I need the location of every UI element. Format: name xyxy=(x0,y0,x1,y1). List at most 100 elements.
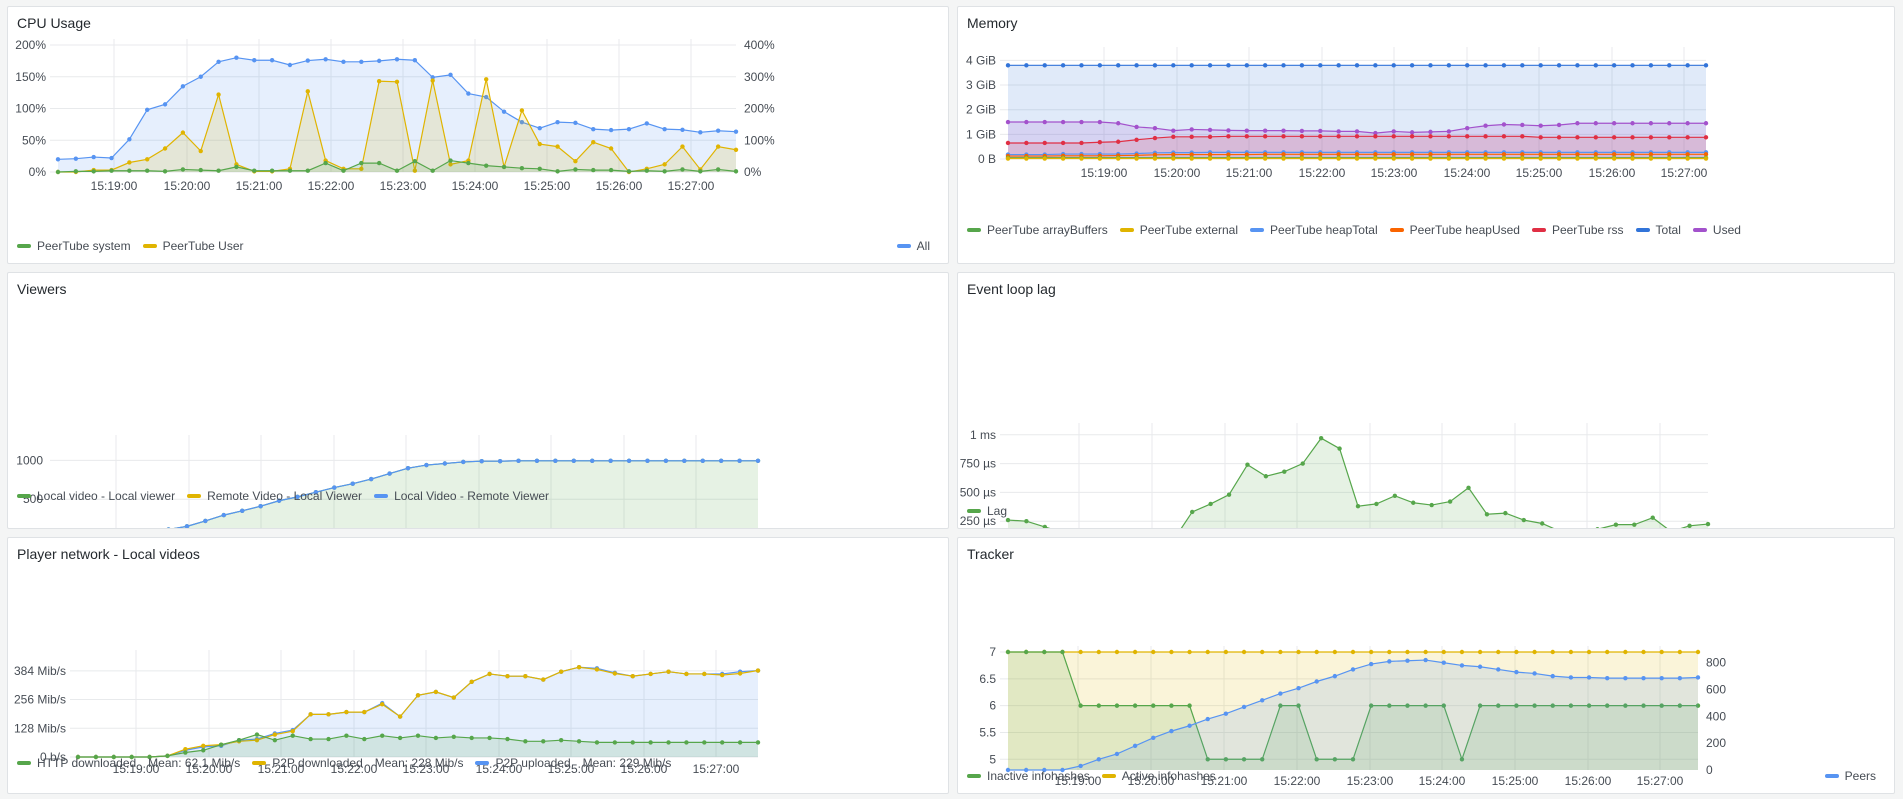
series-point-p2p-downloaded xyxy=(523,674,528,679)
series-point-total xyxy=(1024,63,1029,68)
series-point-peers xyxy=(1078,763,1083,769)
series-point-p2p-downloaded xyxy=(415,693,421,698)
series-point-used xyxy=(1152,125,1158,131)
series-point-http-downloaded xyxy=(576,739,582,744)
legend-item-peers[interactable]: Peers xyxy=(1824,769,1876,783)
series-point-p2p-downloaded xyxy=(720,672,725,678)
legend-item-inactive-infohashes[interactable]: Inactive infohashes xyxy=(967,769,1090,783)
series-point-total xyxy=(1244,63,1249,68)
series-point-p2p-downloaded xyxy=(612,671,618,676)
series-point-total xyxy=(1042,63,1047,68)
series-point-used xyxy=(1318,128,1323,134)
series-point-active-infohashes xyxy=(1441,649,1446,655)
series-point-inactive-infohashes xyxy=(1223,757,1229,762)
legend-item-p2p-uploaded[interactable]: P2P uploaded Mean: 229 Mib/s xyxy=(475,756,671,770)
legend-item-active-infohashes[interactable]: Active infohashes xyxy=(1101,769,1216,783)
series-point-local-video-remote-viewer xyxy=(332,485,337,490)
legend-item-rss[interactable]: PeerTube rss xyxy=(1531,223,1624,237)
series-point-used xyxy=(1575,121,1580,126)
series-point-total xyxy=(1611,63,1617,68)
series-point-peertube-external xyxy=(1318,156,1323,161)
series-point-peertube-external xyxy=(1354,156,1360,161)
series-point-active-infohashes xyxy=(1623,649,1628,655)
series-point-peertube-system xyxy=(216,168,221,173)
series-point-all xyxy=(376,58,382,64)
series-point-inactive-infohashes xyxy=(1241,757,1247,762)
series-point-peertube-rss xyxy=(1116,139,1121,144)
series-point-peertube-rss xyxy=(1648,135,1654,140)
series-point-http-downloaded xyxy=(290,733,295,738)
series-point-lag xyxy=(1318,436,1324,441)
legend-item-lag[interactable]: Lag xyxy=(967,504,1007,518)
x-tick-label: 15:20:00 xyxy=(164,179,211,193)
series-point-used xyxy=(1024,119,1029,125)
legend-item-p2p-downloaded[interactable]: P2P downloaded Mean: 228 Mib/s xyxy=(252,756,463,770)
legend-item-http-downloaded[interactable]: HTTP downloaded Mean: 62.1 Mib/s xyxy=(17,756,240,770)
series-point-peertube-user xyxy=(305,89,310,94)
series-point-active-infohashes xyxy=(1296,649,1301,655)
series-point-peertube-external xyxy=(1667,156,1672,161)
series-point-used xyxy=(1611,121,1617,126)
series-point-used xyxy=(1556,122,1562,128)
series-point-peertube-external xyxy=(1391,156,1396,161)
series-point-peers xyxy=(1368,661,1374,667)
legend-item-remote-local[interactable]: Remote Video - Local Viewer xyxy=(187,489,362,503)
panel-title: Viewers xyxy=(17,281,67,297)
series-point-lag xyxy=(1503,510,1508,516)
series-point-all xyxy=(555,119,560,125)
x-tick-label: 15:27:00 xyxy=(1661,166,1708,180)
series-point-peertube-heapused xyxy=(1483,152,1488,157)
legend-item-total[interactable]: Total xyxy=(1635,223,1681,237)
series-point-peers xyxy=(1005,767,1011,773)
legend-item-peertube-system[interactable]: PeerTube system xyxy=(17,239,131,253)
legend-item-heapused[interactable]: PeerTube heapUsed xyxy=(1389,223,1520,237)
series-point-local-video-remote-viewer xyxy=(626,458,632,463)
y-tick-label: 0 b/s xyxy=(40,750,66,764)
legend-item-arraybuffers[interactable]: PeerTube arrayBuffers xyxy=(967,223,1108,237)
series-point-peertube-user xyxy=(715,144,721,149)
y-tick-label: 5 xyxy=(989,752,996,766)
series-point-peertube-system xyxy=(73,169,79,174)
legend-item-used[interactable]: Used xyxy=(1692,223,1741,237)
series-point-peertube-user xyxy=(359,166,364,172)
legend-item-external[interactable]: PeerTube external xyxy=(1119,223,1238,237)
series-point-p2p-downloaded xyxy=(505,674,510,679)
y-tick-label: 128 Mib/s xyxy=(14,721,66,735)
series-point-peertube-system xyxy=(180,167,186,172)
series-point-p2p-downloaded xyxy=(541,677,546,682)
legend: Inactive infohashes Active infohashes xyxy=(967,769,1216,783)
series-point-used xyxy=(1630,121,1635,126)
series-point-inactive-infohashes xyxy=(1477,703,1483,708)
series-point-all xyxy=(252,58,257,63)
series-point-peertube-heapused xyxy=(1244,152,1249,157)
series-point-peertube-external xyxy=(1465,156,1470,161)
legend-item-peertube-user[interactable]: PeerTube User xyxy=(142,239,244,253)
legend-item-heaptotal[interactable]: PeerTube heapTotal xyxy=(1250,223,1378,237)
legend-item-local-remote[interactable]: Local Video - Remote Viewer xyxy=(374,489,549,503)
series-point-peers xyxy=(1169,728,1174,734)
series-point-total xyxy=(1593,63,1598,68)
series-point-peertube-external xyxy=(1005,156,1011,161)
series-point-inactive-infohashes xyxy=(1695,703,1701,708)
y-tick-label: 2 GiB xyxy=(966,103,996,117)
series-point-peertube-rss xyxy=(1611,135,1617,140)
x-tick-label: 15:24:00 xyxy=(452,179,499,193)
series-point-peertube-user xyxy=(198,148,203,154)
series-point-inactive-infohashes xyxy=(1605,703,1610,708)
legend-item-local-local[interactable]: Local video - Local viewer xyxy=(17,489,175,503)
series-point-local-video-remote-viewer xyxy=(571,458,576,463)
series-point-peertube-user xyxy=(680,144,685,149)
series-area-peertube-user xyxy=(58,79,736,172)
series-point-peers xyxy=(1605,675,1610,681)
legend-item-all[interactable]: All xyxy=(896,239,930,253)
memory-chart: 0 B 1 GiB 2 GiB 3 GiB 4 GiB 15:19:00 15:20:00 1… xyxy=(966,47,1709,180)
y-tick-label: 1 ms xyxy=(970,428,996,442)
x-tick-label: 15:19:00 xyxy=(1055,774,1102,788)
y-tick-label: 0% xyxy=(29,165,47,179)
series-point-used xyxy=(1465,125,1470,131)
series-point-inactive-infohashes xyxy=(1023,649,1029,655)
series-point-peertube-rss xyxy=(1409,134,1415,139)
series-point-peertube-heapused xyxy=(1685,152,1690,157)
series-point-peertube-rss xyxy=(1465,134,1470,139)
